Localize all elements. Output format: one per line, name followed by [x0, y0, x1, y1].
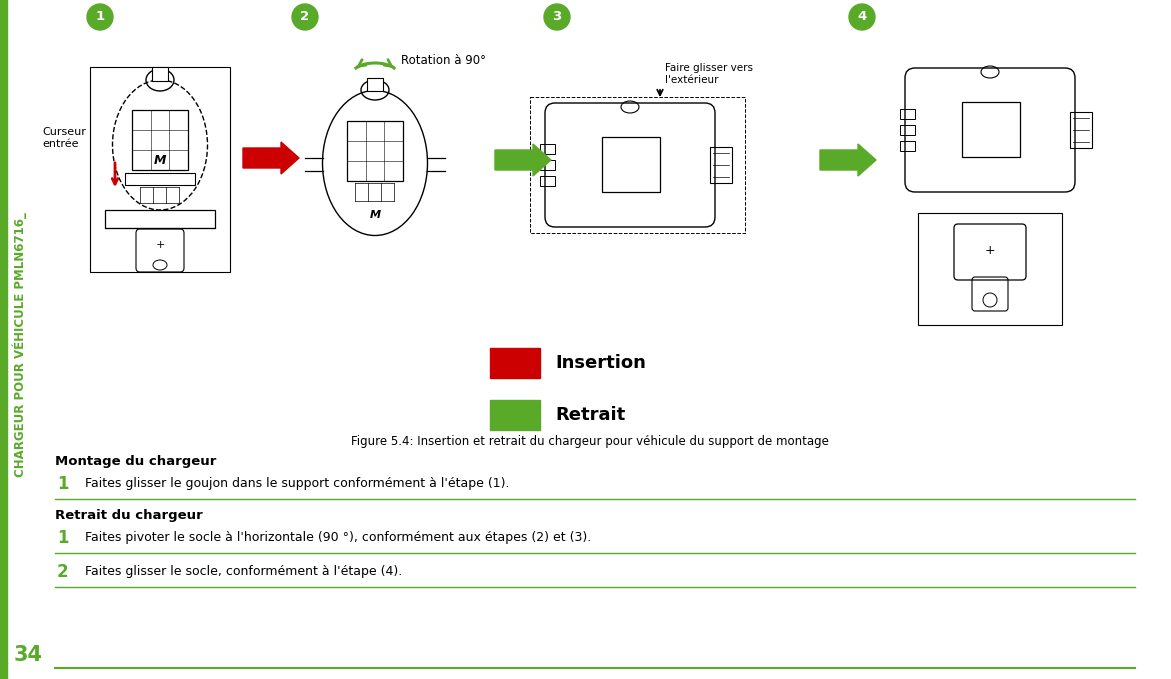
- FancyArrow shape: [244, 142, 299, 174]
- FancyArrow shape: [495, 144, 552, 176]
- Text: Faire glisser vers
l'extérieur: Faire glisser vers l'extérieur: [665, 63, 753, 85]
- Text: Faites glisser le socle, conformément à l'étape (4).: Faites glisser le socle, conformément à …: [85, 566, 403, 579]
- Circle shape: [849, 4, 875, 30]
- Bar: [1070, 112, 1093, 148]
- Bar: [489, 400, 540, 430]
- Text: M: M: [369, 210, 381, 220]
- Bar: [602, 137, 660, 192]
- Bar: [963, 102, 1020, 157]
- Bar: [367, 78, 383, 91]
- Bar: [125, 173, 196, 185]
- Text: 3: 3: [553, 10, 562, 24]
- Text: 1: 1: [57, 475, 68, 493]
- Bar: [900, 109, 915, 119]
- Bar: [710, 147, 732, 183]
- Text: +: +: [985, 244, 995, 257]
- Bar: [489, 348, 540, 378]
- Bar: [152, 67, 167, 81]
- Text: Insertion: Insertion: [555, 354, 646, 372]
- Bar: [0, 0, 7, 679]
- FancyArrow shape: [820, 144, 876, 176]
- Bar: [105, 210, 215, 228]
- Text: 1: 1: [96, 10, 104, 24]
- Bar: [900, 141, 915, 151]
- Text: Faites glisser le goujon dans le support conformément à l'étape (1).: Faites glisser le goujon dans le support…: [85, 477, 509, 490]
- Text: +: +: [156, 240, 165, 250]
- Text: Faites pivoter le socle à l'horizontale (90 °), conformément aux étapes (2) et (: Faites pivoter le socle à l'horizontale …: [85, 532, 591, 545]
- Text: 4: 4: [857, 10, 867, 24]
- Bar: [540, 160, 555, 170]
- Bar: [900, 125, 915, 135]
- Bar: [132, 110, 189, 170]
- Bar: [540, 144, 555, 154]
- Bar: [540, 176, 555, 186]
- Text: 2: 2: [57, 563, 69, 581]
- Bar: [90, 67, 230, 272]
- Circle shape: [292, 4, 319, 30]
- Bar: [530, 97, 745, 233]
- Text: 2: 2: [301, 10, 309, 24]
- Circle shape: [87, 4, 112, 30]
- Circle shape: [545, 4, 570, 30]
- Text: Rotation à 90°: Rotation à 90°: [400, 54, 486, 67]
- Bar: [347, 121, 403, 181]
- Text: Curseur
entrée: Curseur entrée: [42, 127, 85, 149]
- Text: Figure 5.4: Insertion et retrait du chargeur pour véhicule du support de montage: Figure 5.4: Insertion et retrait du char…: [351, 435, 829, 449]
- Text: M: M: [153, 153, 166, 166]
- Text: 34: 34: [14, 645, 42, 665]
- Text: CHARGEUR POUR VÉHICULE PMLN6716_: CHARGEUR POUR VÉHICULE PMLN6716_: [13, 213, 27, 477]
- Text: Montage du chargeur: Montage du chargeur: [55, 456, 217, 469]
- Text: Retrait: Retrait: [555, 406, 625, 424]
- Bar: [918, 213, 1062, 325]
- Text: Retrait du chargeur: Retrait du chargeur: [55, 509, 203, 523]
- Text: 1: 1: [57, 529, 68, 547]
